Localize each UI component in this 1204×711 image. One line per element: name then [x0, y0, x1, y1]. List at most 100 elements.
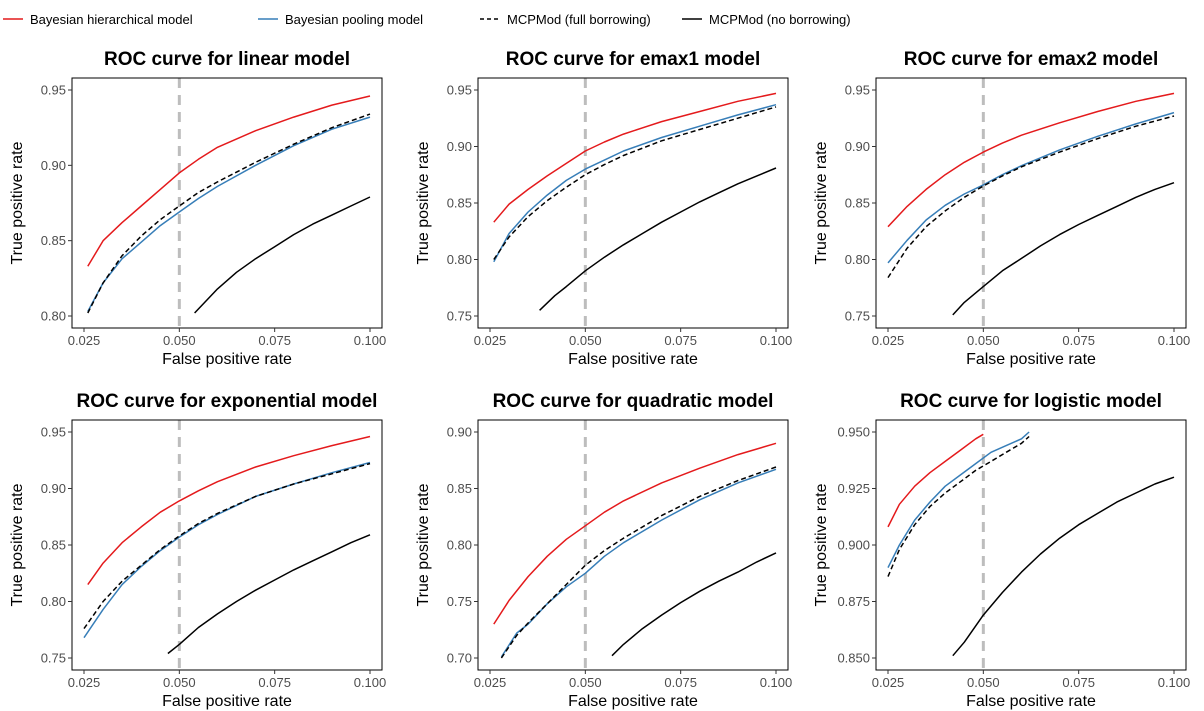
- panel-border: [71, 419, 383, 671]
- y-axis-label: True positive rate: [9, 141, 26, 264]
- series-line-3: [887, 115, 1175, 279]
- panel-title: ROC curve for logistic model: [900, 391, 1162, 412]
- x-tick-label: 0.075: [1062, 675, 1095, 690]
- series-line-3: [887, 435, 1030, 577]
- y-axis-label: True positive rate: [415, 483, 432, 606]
- series-line-3: [493, 106, 777, 260]
- x-tick-label: 0.050: [967, 675, 1000, 690]
- x-axis-label: False positive rate: [966, 351, 1096, 368]
- series-line-4: [167, 534, 371, 655]
- panel-4: ROC curve for exponential model 0.025 0.05…: [9, 391, 386, 710]
- series-line-1: [887, 92, 1175, 228]
- series-line-4: [952, 476, 1175, 657]
- x-tick-label: 0.025: [68, 675, 101, 690]
- y-tick-label: 0.90: [41, 158, 66, 173]
- y-tick-label: 0.85: [447, 481, 472, 496]
- x-tick-label: 0.050: [163, 333, 196, 348]
- series-line-1: [493, 442, 777, 625]
- series-line-4: [539, 167, 777, 311]
- x-tick-label: 0.100: [354, 333, 387, 348]
- x-tick-label: 0.025: [474, 675, 507, 690]
- y-tick-label: 0.900: [837, 538, 870, 553]
- panel-border: [71, 77, 383, 329]
- y-tick-label: 0.90: [845, 139, 870, 154]
- x-tick-label: 0.050: [163, 675, 196, 690]
- x-axis-label: False positive rate: [162, 351, 292, 368]
- y-tick-label: 0.950: [837, 425, 870, 440]
- y-tick-label: 0.80: [447, 538, 472, 553]
- y-tick-label: 0.75: [447, 309, 472, 324]
- x-tick-label: 0.025: [872, 333, 905, 348]
- y-tick-label: 0.70: [447, 651, 472, 666]
- x-axis-label: False positive rate: [966, 693, 1096, 710]
- x-tick-label: 0.050: [569, 675, 602, 690]
- series-line-4: [194, 196, 371, 314]
- y-tick-label: 0.80: [447, 252, 472, 267]
- panel-3: ROC curve for emax2 model 0.025 0.050 0.075…: [813, 49, 1190, 368]
- series-line-1: [87, 435, 371, 586]
- y-tick-label: 0.75: [41, 651, 66, 666]
- y-tick-label: 0.90: [41, 481, 66, 496]
- panel-border: [875, 419, 1187, 671]
- x-tick-label: 0.050: [967, 333, 1000, 348]
- y-tick-label: 0.90: [447, 425, 472, 440]
- x-tick-label: 0.075: [258, 675, 291, 690]
- panel-title: ROC curve for linear model: [104, 49, 350, 70]
- y-tick-label: 0.95: [845, 83, 870, 98]
- x-tick-label: 0.075: [664, 675, 697, 690]
- series-line-2: [500, 468, 777, 658]
- panels: ROC curve for linear model 0.025 0.050 0.07…: [9, 49, 1190, 710]
- x-tick-label: 0.050: [569, 333, 602, 348]
- y-tick-label: 0.80: [41, 594, 66, 609]
- series-line-4: [952, 181, 1175, 316]
- panel-title: ROC curve for exponential model: [77, 391, 378, 412]
- panel-6: ROC curve for logistic model 0.025 0.050 0.…: [813, 391, 1190, 710]
- x-axis-label: False positive rate: [568, 693, 698, 710]
- y-axis-label: True positive rate: [813, 483, 830, 606]
- series-line-1: [887, 433, 984, 528]
- series-line-2: [887, 431, 1030, 568]
- y-tick-label: 0.80: [845, 252, 870, 267]
- series-line-4: [611, 552, 777, 657]
- legend: Bayesian hierarchical model Bayesian pool…: [3, 12, 851, 27]
- x-tick-label: 0.100: [760, 675, 793, 690]
- y-axis-label: True positive rate: [813, 141, 830, 264]
- x-axis-label: False positive rate: [568, 351, 698, 368]
- legend-label-4: MCPMod (no borrowing): [709, 12, 851, 27]
- series-line-2: [83, 461, 371, 639]
- y-tick-label: 0.85: [845, 196, 870, 211]
- series-line-3: [87, 113, 371, 314]
- y-tick-label: 0.95: [41, 83, 66, 98]
- y-tick-label: 0.850: [837, 651, 870, 666]
- y-tick-label: 0.75: [447, 594, 472, 609]
- x-tick-label: 0.025: [68, 333, 101, 348]
- panel-title: ROC curve for quadratic model: [493, 391, 774, 412]
- series-line-2: [887, 111, 1175, 264]
- panel-title: ROC curve for emax1 model: [506, 49, 760, 70]
- panel-5: ROC curve for quadratic model 0.025 0.050 0…: [415, 391, 792, 710]
- y-tick-label: 0.95: [447, 83, 472, 98]
- panel-border: [477, 419, 789, 671]
- y-tick-label: 0.85: [41, 538, 66, 553]
- panel-title: ROC curve for emax2 model: [904, 49, 1158, 70]
- x-tick-label: 0.075: [1062, 333, 1095, 348]
- y-axis-label: True positive rate: [415, 141, 432, 264]
- y-tick-label: 0.95: [41, 425, 66, 440]
- x-tick-label: 0.025: [474, 333, 507, 348]
- x-axis-label: False positive rate: [162, 693, 292, 710]
- y-axis-label: True positive rate: [9, 483, 26, 606]
- x-tick-label: 0.075: [258, 333, 291, 348]
- legend-label-1: Bayesian hierarchical model: [30, 12, 193, 27]
- x-tick-label: 0.025: [872, 675, 905, 690]
- series-line-2: [493, 103, 777, 263]
- panel-2: ROC curve for emax1 model 0.025 0.050 0.075…: [415, 49, 792, 368]
- x-tick-label: 0.100: [760, 333, 793, 348]
- legend-label-3: MCPMod (full borrowing): [507, 12, 651, 27]
- y-tick-label: 0.85: [447, 196, 472, 211]
- panel-border: [875, 77, 1187, 329]
- y-tick-label: 0.875: [837, 594, 870, 609]
- y-tick-label: 0.925: [837, 481, 870, 496]
- series-line-3: [500, 466, 777, 659]
- series-line-2: [87, 116, 371, 312]
